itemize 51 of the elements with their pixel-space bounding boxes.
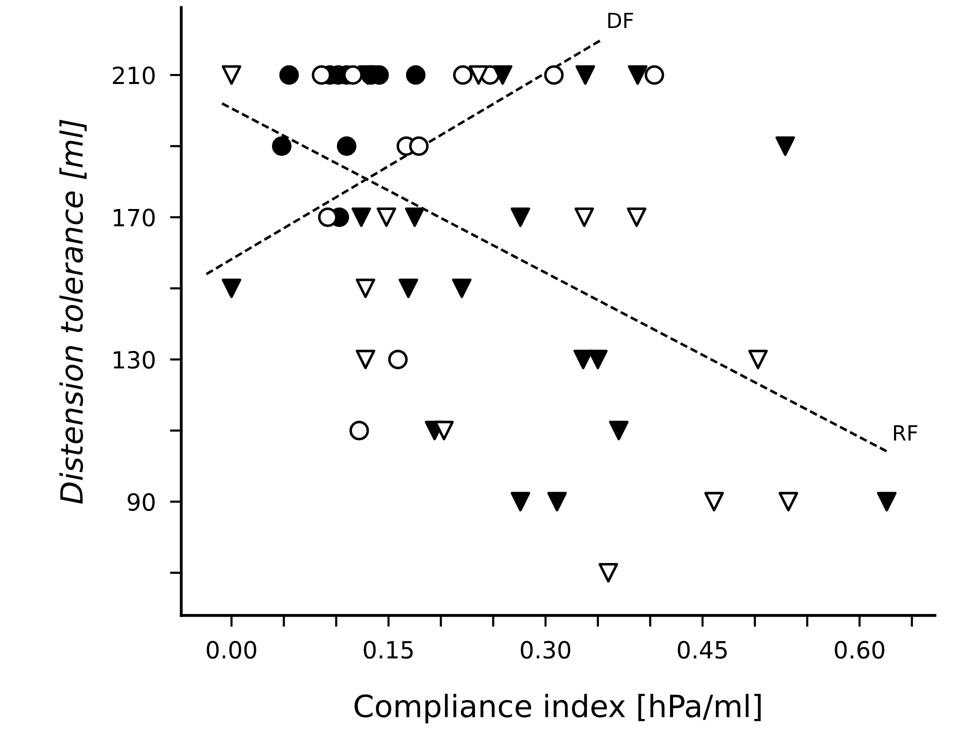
point <box>748 350 768 370</box>
y-tick-label: 90 <box>128 493 155 511</box>
point <box>336 136 356 156</box>
point <box>573 350 593 370</box>
point <box>352 207 372 227</box>
point <box>609 420 629 440</box>
point <box>349 420 369 440</box>
x-tick-label: 0.45 <box>678 640 727 659</box>
point <box>510 492 530 512</box>
series-label: RF <box>894 425 918 440</box>
point <box>544 65 564 85</box>
y-tick-label: 130 <box>114 350 155 369</box>
point <box>279 65 299 85</box>
point <box>628 65 648 85</box>
point <box>222 278 242 298</box>
point <box>453 65 473 85</box>
x-tick-label: 0.00 <box>206 640 256 659</box>
point <box>388 350 408 370</box>
x-tick-label: 0.60 <box>834 640 884 659</box>
point <box>356 350 376 370</box>
x-tick-label: 0.15 <box>364 640 413 659</box>
point <box>547 492 567 512</box>
point <box>434 420 454 440</box>
point <box>576 65 596 85</box>
point <box>404 207 424 227</box>
point <box>406 65 426 85</box>
point <box>598 563 618 583</box>
x-tick-label: 0.30 <box>520 640 570 659</box>
point <box>468 65 488 85</box>
point <box>574 207 594 227</box>
y-tick-label: 210 <box>112 66 155 84</box>
point <box>452 278 472 298</box>
point <box>222 65 242 85</box>
point <box>510 207 530 227</box>
point <box>626 207 646 227</box>
point <box>778 492 798 512</box>
y-axis-title: Distension tolerance [ml] <box>59 120 87 504</box>
y-tick-label: 170 <box>114 208 155 227</box>
point <box>272 136 292 156</box>
point <box>409 136 429 156</box>
series-label: DF <box>608 12 634 28</box>
point <box>704 492 724 512</box>
point <box>356 278 376 298</box>
point <box>588 350 608 370</box>
point <box>877 492 897 512</box>
point <box>492 65 512 85</box>
point <box>398 278 418 298</box>
point <box>644 65 664 85</box>
point <box>376 207 396 227</box>
point <box>775 136 795 156</box>
x-axis-title: Compliance index [hPa/ml] <box>354 694 761 724</box>
